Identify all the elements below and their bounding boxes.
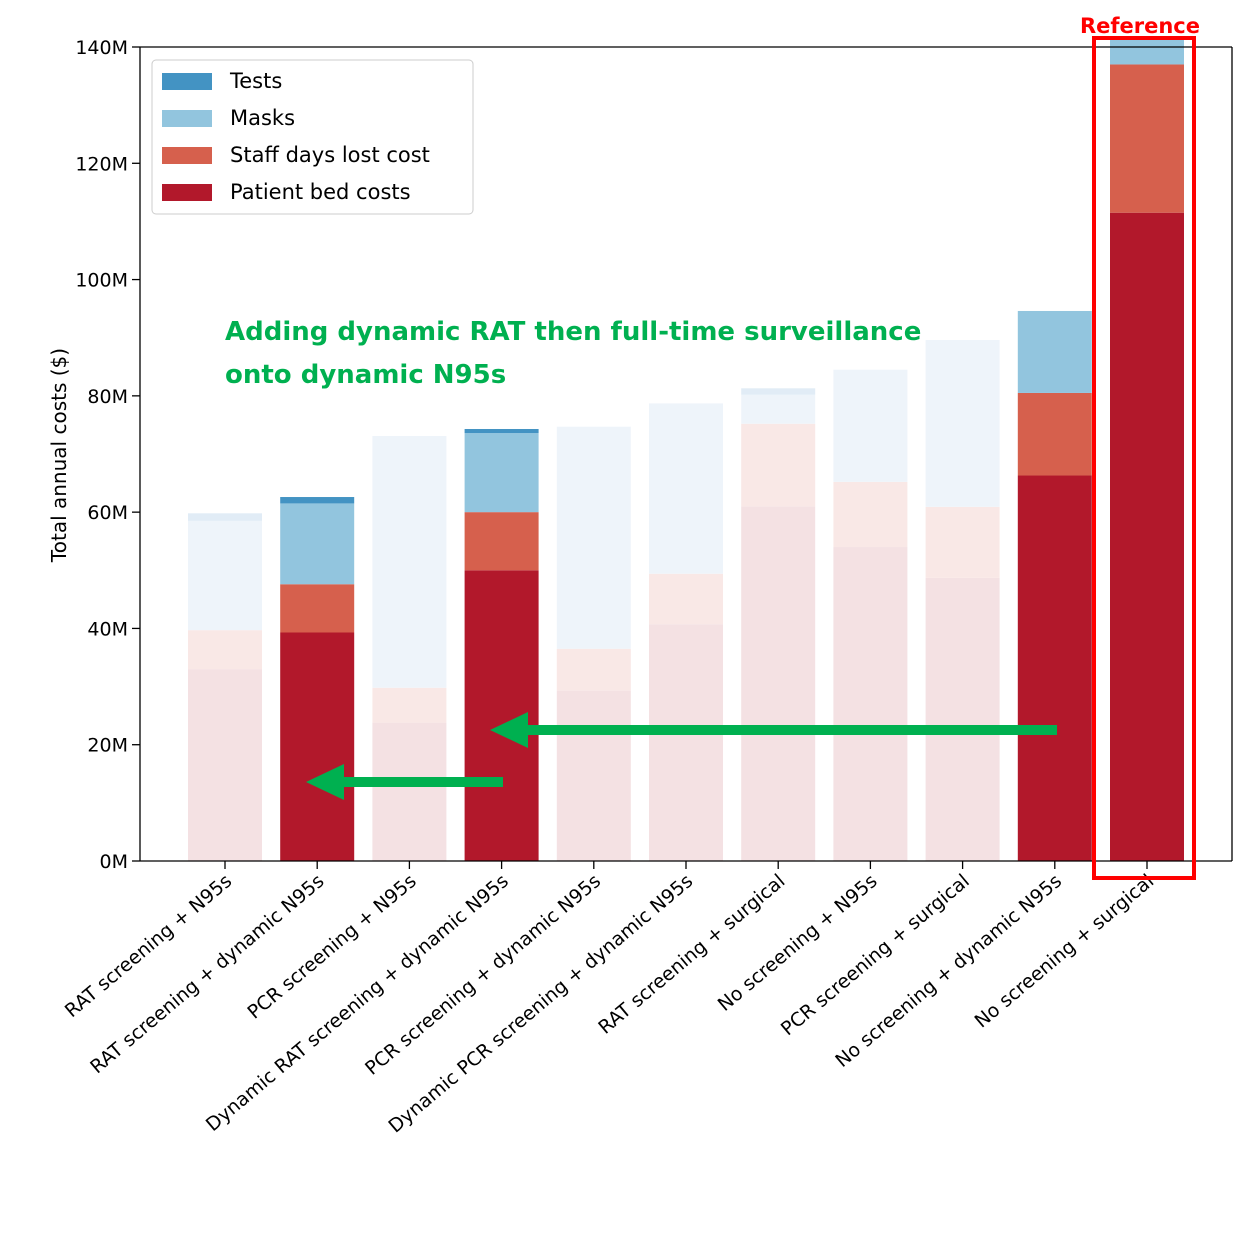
bar-staff-days-lost-cost-9 <box>1017 392 1092 476</box>
x-tick-label-6: RAT screening + surgical <box>594 870 789 1039</box>
y-tick-label-4: 80M <box>87 386 128 408</box>
bar-patient-bed-costs-6 <box>741 506 816 861</box>
legend-swatch-3 <box>162 184 212 201</box>
y-tick-label-7: 140M <box>75 37 128 59</box>
arrow-short <box>306 764 503 800</box>
y-tick-label-3: 60M <box>87 502 128 524</box>
arrow-short-head <box>306 764 344 800</box>
legend-label-1: Masks <box>230 106 295 130</box>
bar-staff-days-lost-cost-0 <box>188 630 262 670</box>
bar-masks-7 <box>833 369 908 482</box>
bar-masks-3 <box>464 433 539 513</box>
bar-staff-days-lost-cost-2 <box>372 687 447 723</box>
bar-patient-bed-costs-10 <box>1110 212 1184 861</box>
bar-patient-bed-costs-9 <box>1017 475 1092 861</box>
bar-staff-days-lost-cost-5 <box>649 573 723 625</box>
x-tick-label-2: PCR screening + N95s <box>243 870 420 1024</box>
bar-tests-3 <box>464 428 539 434</box>
arrow-long <box>490 712 1057 748</box>
bar-patient-bed-costs-2 <box>372 722 447 861</box>
bar-masks-6 <box>741 394 816 424</box>
arrow-long-head <box>490 712 528 748</box>
bar-tests-6 <box>741 388 816 395</box>
bar-masks-8 <box>925 340 1000 507</box>
bar-masks-2 <box>372 435 447 688</box>
x-tick-label-8: PCR screening + surgical <box>777 870 974 1040</box>
reference-highlight-box <box>1092 36 1196 880</box>
annotations-group: Reference Adding dynamic RAT then full-t… <box>225 14 1200 880</box>
bar-tests-0 <box>188 513 262 521</box>
reference-label: Reference <box>1080 14 1200 38</box>
bar-patient-bed-costs-5 <box>649 624 723 861</box>
legend-swatch-0 <box>162 73 212 90</box>
callout-line-2: onto dynamic N95s <box>225 360 506 390</box>
legend: Tests Masks Staff days lost cost Patient be… <box>151 59 474 215</box>
bar-staff-days-lost-cost-10 <box>1110 64 1184 213</box>
y-tick-label-1: 20M <box>87 735 128 757</box>
bar-masks-10 <box>1110 37 1184 65</box>
y-tick-label-0: 0M <box>100 851 128 873</box>
y-tick-label-5: 100M <box>75 270 128 292</box>
bar-masks-4 <box>556 426 631 649</box>
bar-staff-days-lost-cost-4 <box>556 648 631 691</box>
bars-group <box>188 37 1184 861</box>
x-tick-label-7: No screening + N95s <box>714 870 882 1016</box>
bar-masks-5 <box>649 403 723 574</box>
legend-box <box>151 59 474 215</box>
y-axis-label: Total annual costs ($) <box>47 348 71 563</box>
legend-swatch-1 <box>162 110 212 127</box>
bar-masks-1 <box>280 503 355 585</box>
x-tick-label-0: RAT screening + N95s <box>61 870 236 1022</box>
bar-masks-9 <box>1017 310 1092 393</box>
bar-tests-1 <box>280 497 355 504</box>
bar-staff-days-lost-cost-7 <box>833 481 908 548</box>
bar-staff-days-lost-cost-6 <box>741 423 816 507</box>
bar-patient-bed-costs-1 <box>280 632 355 861</box>
legend-label-2: Staff days lost cost <box>230 143 430 167</box>
x-tick-label-10: No screening + surgical <box>971 870 1159 1032</box>
y-tick-label-6: 120M <box>75 153 128 175</box>
bar-staff-days-lost-cost-1 <box>280 584 355 633</box>
bar-staff-days-lost-cost-8 <box>925 506 1000 578</box>
bar-staff-days-lost-cost-3 <box>464 512 539 571</box>
bar-masks-0 <box>188 520 262 631</box>
legend-label-3: Patient bed costs <box>230 180 411 204</box>
legend-label-0: Tests <box>229 69 282 93</box>
bar-patient-bed-costs-0 <box>188 669 262 861</box>
legend-swatch-2 <box>162 147 212 164</box>
bar-patient-bed-costs-8 <box>925 577 1000 861</box>
bar-patient-bed-costs-4 <box>556 690 631 861</box>
bar-patient-bed-costs-7 <box>833 547 908 861</box>
y-tick-label-2: 40M <box>87 618 128 640</box>
callout-line-1: Adding dynamic RAT then full-time survei… <box>225 317 921 347</box>
